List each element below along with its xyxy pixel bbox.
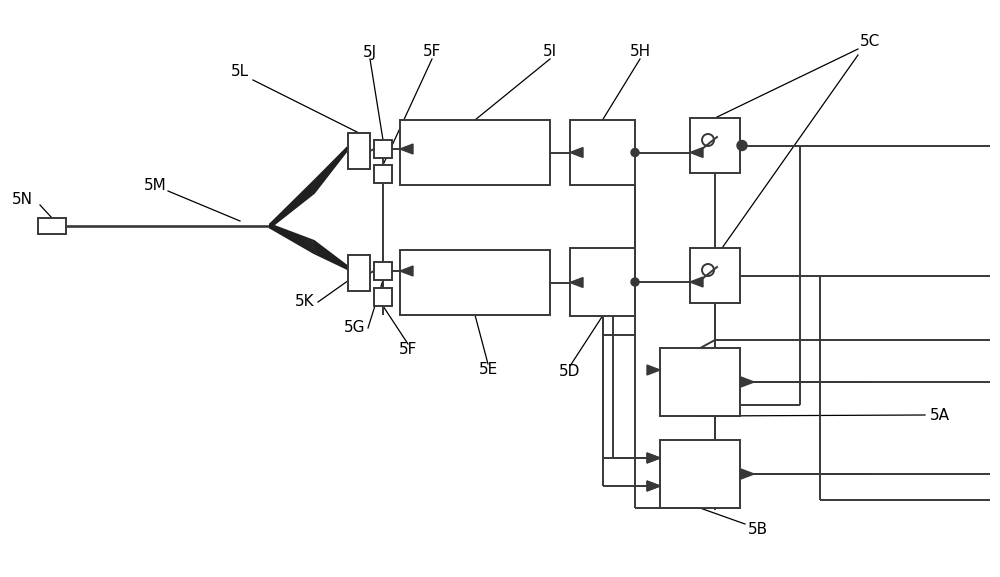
Text: 5F: 5F	[423, 44, 441, 59]
Text: 5F: 5F	[399, 343, 417, 358]
Text: 5M: 5M	[144, 178, 166, 193]
Text: 5H: 5H	[629, 44, 651, 59]
Bar	[400, 120, 550, 185]
Text: 5C: 5C	[860, 35, 880, 50]
Polygon shape	[570, 278, 583, 287]
Bar	[348, 133, 370, 169]
Bar	[690, 118, 740, 173]
Polygon shape	[647, 453, 660, 463]
Polygon shape	[647, 453, 660, 463]
Bar	[570, 120, 635, 185]
Text: 5J: 5J	[363, 44, 377, 59]
Text: 5D: 5D	[559, 365, 581, 380]
Polygon shape	[570, 148, 583, 158]
Text: 5A: 5A	[930, 407, 950, 422]
Bar	[348, 255, 370, 291]
Polygon shape	[690, 277, 703, 287]
Text: 5E: 5E	[478, 362, 498, 377]
Text: 5L: 5L	[231, 65, 249, 80]
Polygon shape	[400, 144, 413, 154]
Text: 5I: 5I	[543, 44, 557, 59]
Polygon shape	[647, 481, 660, 491]
Polygon shape	[647, 481, 660, 491]
Bar	[570, 248, 635, 316]
Text: 5K: 5K	[295, 294, 315, 309]
Bar	[660, 348, 740, 416]
Bar	[400, 250, 550, 315]
Polygon shape	[741, 469, 754, 479]
Polygon shape	[741, 377, 754, 387]
Circle shape	[631, 278, 639, 286]
Polygon shape	[690, 148, 703, 158]
Bar	[374, 288, 392, 306]
Bar	[660, 440, 740, 508]
Bar	[38, 218, 66, 234]
Circle shape	[631, 148, 639, 156]
Polygon shape	[647, 365, 660, 375]
Circle shape	[737, 141, 747, 151]
Bar	[374, 262, 392, 280]
Bar	[374, 165, 392, 183]
Text: 5B: 5B	[748, 523, 768, 538]
Text: 5G: 5G	[344, 320, 366, 335]
Bar	[690, 248, 740, 303]
Text: 5N: 5N	[12, 193, 32, 208]
Polygon shape	[400, 266, 413, 276]
Bar	[374, 140, 392, 158]
